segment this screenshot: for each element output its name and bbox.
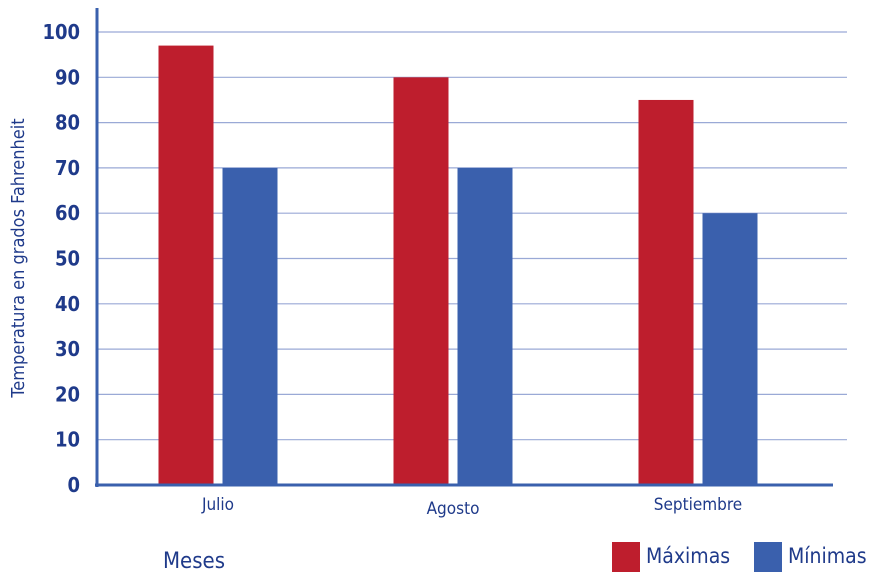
x-axis-label: Meses [163,549,225,574]
y-tick-label: 70 [55,156,80,180]
y-tick-label: 40 [55,292,80,316]
bar [158,45,214,486]
y-tick-label: 90 [55,65,80,89]
x-tick-label: Julio [201,495,234,515]
axes [95,8,833,487]
y-axis-label: Temperatura en grados Fahrenheit [8,118,29,398]
y-tick-label: 60 [55,201,80,225]
bar [702,213,758,485]
y-tick-label: 20 [55,382,80,406]
bar [393,77,449,486]
legend-swatch [754,542,782,572]
y-tick-label: 50 [55,247,80,271]
legend-swatch [612,542,640,572]
legend-label: Máximas [646,544,730,568]
y-tick-label: 0 [67,473,80,497]
bars [158,45,758,486]
tick-labels: 0 10 20 30 40 50 60 70 80 90 100 Julio Agosto Septiem… [42,20,742,519]
y-tick-label: 100 [42,20,80,44]
legend-label: Mínimas [788,544,867,568]
legend: Máximas Mínimas [612,542,867,572]
x-tick-label: Agosto [427,499,480,519]
bar [638,99,694,485]
y-tick-label: 10 [55,428,80,452]
y-tick-label: 80 [55,111,80,135]
bar [457,167,513,485]
bar [222,167,278,485]
x-tick-label: Septiembre [654,495,742,515]
y-tick-label: 30 [55,337,80,361]
